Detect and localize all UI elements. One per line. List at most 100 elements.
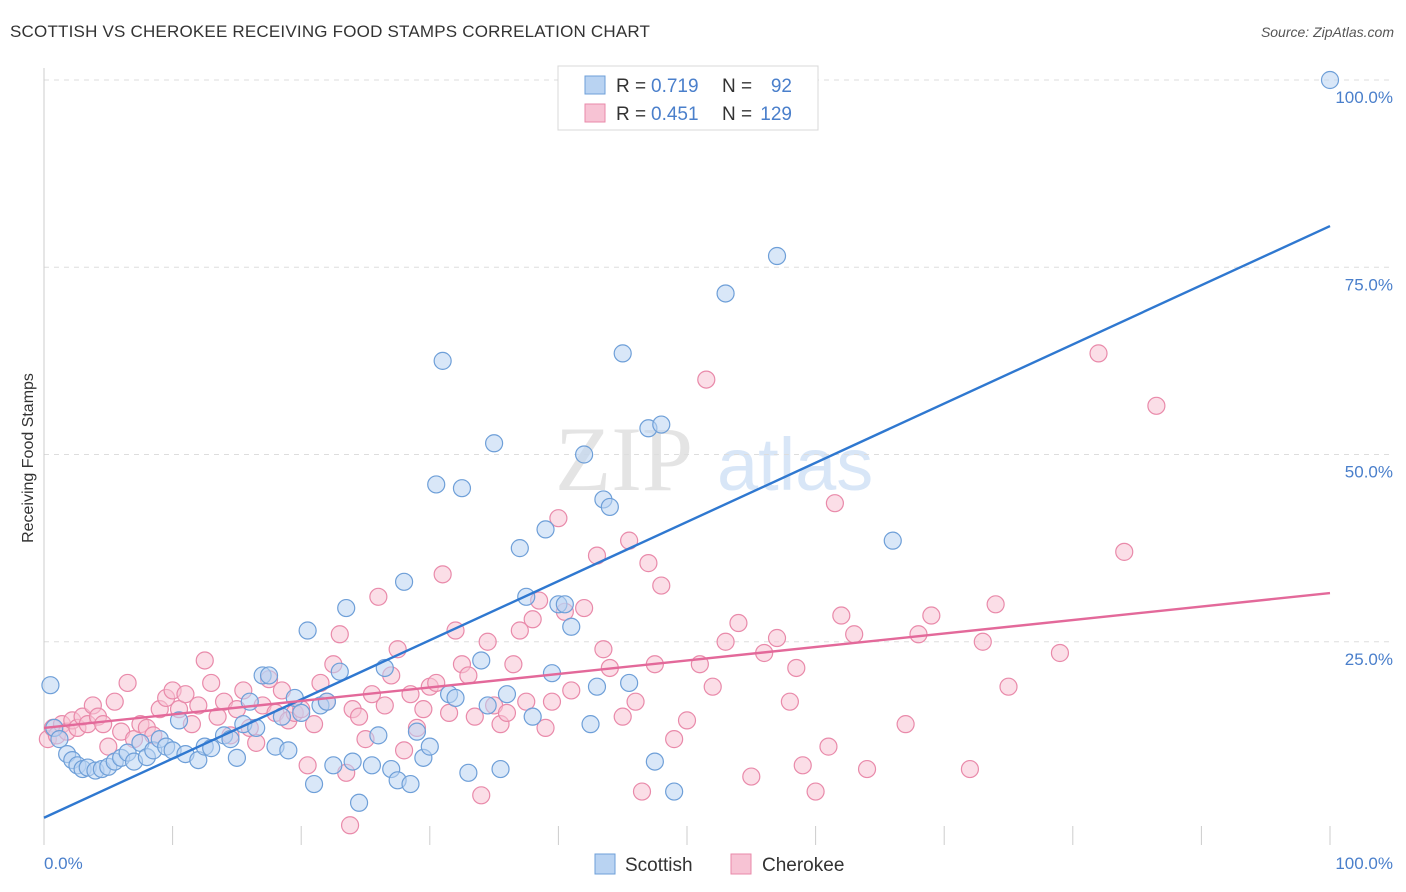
scottish-point: [337, 598, 356, 618]
cherokee-trend-line: [43, 591, 1331, 730]
cherokee-point: [99, 737, 118, 756]
scottish-point: [1320, 70, 1340, 90]
scottish-point: [227, 748, 246, 767]
legend-cherokee-r-value: 0.451: [651, 104, 699, 125]
scottish-trend-line: [43, 224, 1331, 819]
cherokee-point: [510, 621, 529, 640]
cherokee-point: [298, 756, 317, 775]
x-tick-label-min: 0.0%: [44, 854, 83, 873]
scottish-point: [555, 595, 574, 614]
cherokee-point: [922, 606, 941, 625]
scottish-point: [427, 475, 446, 494]
cherokee-point: [1050, 643, 1070, 663]
cherokee-point: [523, 610, 542, 629]
cherokee-point: [118, 673, 137, 693]
scottish-point: [41, 676, 60, 695]
scottish-point: [394, 572, 414, 591]
scottish-point: [581, 715, 600, 734]
scottish-point: [665, 782, 684, 801]
cherokee-point: [195, 651, 214, 670]
scottish-point: [446, 688, 465, 708]
cherokee-point: [677, 711, 697, 730]
cherokee-point: [439, 703, 459, 723]
cherokee-point: [960, 759, 980, 779]
scottish-point: [279, 741, 298, 760]
scottish-point: [169, 711, 189, 730]
scottish-point: [472, 651, 491, 670]
cherokee-point: [1089, 344, 1108, 363]
cherokee-point: [639, 554, 658, 573]
scottish-point: [407, 722, 427, 741]
scottish-point: [620, 673, 639, 693]
legend-cherokee-r-label: R =: [616, 104, 646, 125]
scottish-point: [883, 531, 902, 550]
legend-bottom-cherokee-swatch: [730, 853, 752, 875]
scottish-point: [362, 756, 382, 775]
legend-scottish-swatch: [584, 75, 606, 95]
scottish-point: [330, 662, 349, 681]
cherokee-point: [105, 692, 124, 711]
scottish-points: [41, 70, 1340, 812]
cherokee-point: [787, 658, 806, 678]
cherokee-point: [632, 782, 652, 801]
scottish-point: [652, 415, 671, 434]
cherokee-point: [478, 632, 497, 651]
cherokee-point: [832, 606, 851, 625]
cherokee-point: [1115, 542, 1134, 561]
cherokee-point: [845, 625, 864, 644]
scottish-point: [369, 726, 388, 745]
cherokee-point: [349, 707, 369, 726]
legend-cherokee-n-label: N =: [722, 104, 752, 125]
legend-scottish-n-label: N =: [722, 76, 752, 97]
y-axis-tick-labels: 25.0% 50.0% 75.0% 100.0%: [1335, 88, 1393, 669]
chart-title: SCOTTISH VS CHEROKEE RECEIVING FOOD STAM…: [10, 22, 651, 41]
legend-cherokee-swatch: [584, 103, 606, 123]
legend-cherokee-n-value: 129: [760, 104, 792, 125]
scottish-point: [562, 617, 581, 636]
scottish-point: [645, 752, 664, 771]
scottish-point: [292, 703, 311, 723]
cherokee-point: [536, 718, 555, 737]
scottish-point: [304, 774, 324, 794]
scottish-point: [324, 756, 343, 775]
scottish-point: [298, 621, 317, 640]
scottish-point: [587, 677, 607, 696]
cherokee-point: [716, 632, 735, 651]
cherokee-point: [697, 370, 716, 389]
cherokee-point: [414, 700, 433, 719]
cherokee-point: [94, 715, 113, 734]
scottish-point: [767, 246, 787, 266]
cherokee-point: [626, 692, 645, 711]
scottish-point: [459, 763, 478, 782]
cherokee-point: [575, 598, 594, 618]
chart-source: Source: ZipAtlas.com: [1260, 24, 1394, 40]
cherokee-point: [652, 576, 671, 595]
scottish-point: [452, 479, 472, 498]
cherokee-point: [742, 767, 761, 786]
y-tick-label-75: 75.0%: [1345, 275, 1393, 294]
cherokee-point: [793, 756, 812, 775]
cherokee-point: [433, 565, 452, 584]
cherokee-point: [780, 692, 799, 711]
scottish-point: [259, 666, 279, 685]
scottish-point: [716, 284, 735, 303]
cherokee-point: [517, 692, 536, 711]
cherokee-point: [176, 685, 195, 704]
scottish-point: [575, 445, 594, 464]
watermark-atlas: atlas: [717, 423, 873, 506]
cherokee-point: [806, 782, 825, 801]
scottish-point: [510, 539, 529, 558]
cherokee-point: [304, 715, 324, 734]
cherokee-point: [999, 677, 1018, 696]
y-tick-label-25: 25.0%: [1345, 650, 1393, 669]
cherokee-point: [542, 692, 562, 711]
scottish-point: [491, 759, 510, 779]
cherokee-point: [973, 632, 992, 651]
legend-bottom-scottish-swatch: [594, 853, 616, 875]
trend-lines: [43, 224, 1331, 819]
cherokee-point: [394, 741, 414, 760]
cherokee-point: [896, 715, 915, 734]
cherokee-point: [613, 707, 632, 726]
scottish-point: [600, 497, 619, 517]
